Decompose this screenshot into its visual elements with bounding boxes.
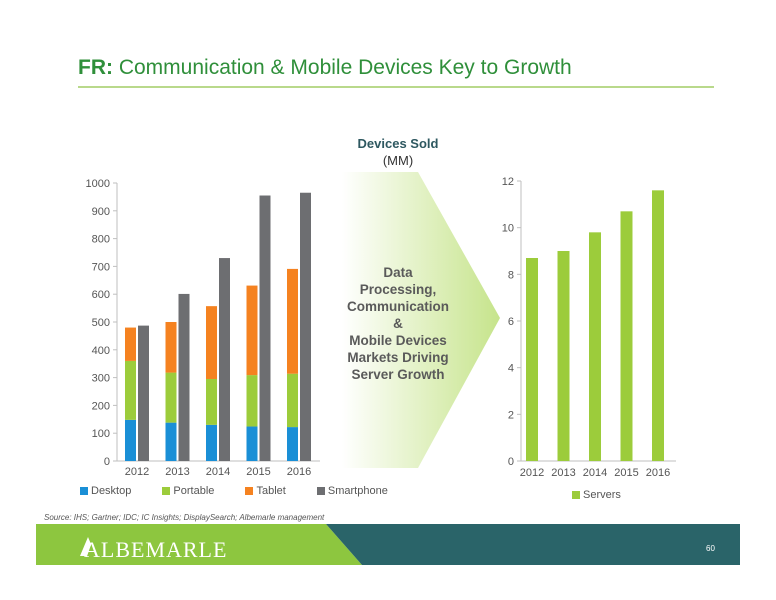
legend-label-smartphone: Smartphone: [327, 485, 388, 497]
y-tick-label: 1000: [86, 178, 110, 190]
y-tick-label: 8: [508, 269, 514, 281]
legend-portable: Portable: [162, 485, 214, 497]
legend-label-servers: Servers: [583, 489, 621, 501]
y-tick-label: 6: [508, 316, 514, 328]
legend-swatch-smartphone: [316, 487, 325, 496]
bar-smartphone-2014: [219, 258, 230, 461]
subhead-title: Devices Sold: [357, 136, 439, 151]
y-tick-label: 10: [502, 223, 514, 235]
legend-label-portable: Portable: [173, 485, 215, 497]
servers-chart: 0 2 4 6 8 10 12 2012 2013 2014 2015 2016: [502, 176, 676, 479]
footer-green-band: [36, 524, 362, 565]
legend-smartphone: Smartphone: [316, 485, 388, 497]
bar-servers-2012: [526, 258, 538, 461]
legend-tablet: Tablet: [245, 485, 286, 497]
x-tick-label: 2013: [551, 467, 575, 479]
legend-swatch-tablet: [245, 487, 254, 496]
albemarle-logo-text: ALBEMARLE: [84, 537, 228, 562]
legend-desktop: Desktop: [80, 485, 131, 497]
devices-sold-chart: 0 100 200 300 400 500 600 700 800 900 1000 2012 2013…: [86, 178, 320, 478]
bar-tablet-2014: [206, 306, 217, 379]
bar-desktop-2014: [206, 424, 217, 461]
x-tick-label: 2013: [165, 466, 189, 478]
legend-label-desktop: Desktop: [91, 485, 132, 497]
bar-desktop-2015: [246, 426, 258, 461]
bar-desktop-2012: [125, 419, 136, 461]
bar-tablet-2013: [165, 322, 177, 373]
bar-portable-2016: [287, 373, 298, 428]
bar-desktop-2016: [287, 427, 298, 461]
legend-swatch-desktop: [80, 487, 88, 496]
legend-label-tablet: Tablet: [256, 485, 286, 497]
y-tick-label: 0: [104, 456, 110, 468]
legend-servers: Servers: [572, 489, 621, 501]
title-text: Communication & Mobile Devices Key to Gr…: [113, 56, 572, 79]
source-note: Source: IHS; Gartner; IDC; IC Insights; …: [44, 513, 325, 522]
x-tick-label: 2014: [206, 466, 230, 478]
y-tick-label: 900: [92, 206, 110, 218]
bar-smartphone-2013: [178, 293, 190, 461]
bar-servers-2016: [652, 190, 664, 462]
devices-legend: Desktop Portable Tablet Smartphone: [80, 485, 398, 497]
servers-legend: Servers: [572, 489, 631, 501]
y-tick-label: 800: [92, 234, 110, 246]
bar-portable-2015: [246, 375, 258, 427]
page-number: 60: [706, 544, 715, 553]
bar-tablet-2016: [287, 268, 298, 374]
legend-swatch-portable: [162, 487, 171, 496]
x-tick-label: 2016: [646, 467, 670, 479]
x-tick-label: 2015: [246, 466, 270, 478]
y-tick-label: 100: [92, 428, 110, 440]
subhead-unit: (MM): [382, 153, 414, 168]
bar-tablet-2015: [246, 285, 258, 376]
bar-portable-2014: [206, 378, 217, 425]
x-tick-label: 2014: [583, 467, 607, 479]
bar-servers-2014: [589, 232, 601, 461]
x-tick-label: 2012: [125, 466, 149, 478]
page-title: FR: Communication & Mobile Devices Key t…: [78, 56, 572, 80]
footer-teal-band: [326, 524, 740, 565]
bar-portable-2013: [165, 372, 177, 423]
bar-desktop-2013: [165, 422, 177, 461]
y-tick-label: 400: [92, 345, 110, 357]
x-tick-label: 2015: [614, 467, 638, 479]
chart-subheading: Devices Sold (MM): [338, 135, 458, 169]
growth-arrow-shape: [342, 172, 500, 468]
y-tick-label: 2: [508, 409, 514, 421]
y-tick-label: 12: [502, 176, 514, 188]
growth-arrow-text: Data Processing, Communication & Mobile …: [346, 265, 449, 382]
x-tick-label: 2012: [520, 467, 544, 479]
bar-smartphone-2016: [300, 192, 311, 462]
bar-portable-2012: [125, 360, 136, 420]
legend-swatch-servers: [572, 491, 580, 500]
bar-tablet-2012: [125, 327, 136, 361]
albemarle-logo-mark: [80, 537, 98, 556]
bar-servers-2013: [557, 251, 570, 461]
bar-smartphone-2012: [138, 325, 149, 461]
y-tick-label: 0: [508, 456, 514, 468]
y-tick-label: 500: [92, 317, 110, 329]
y-tick-label: 200: [92, 400, 110, 412]
bar-smartphone-2015: [259, 195, 271, 461]
title-prefix: FR:: [78, 56, 113, 79]
y-tick-label: 600: [92, 289, 110, 301]
y-tick-label: 300: [92, 373, 110, 385]
bar-servers-2015: [620, 211, 633, 461]
title-divider: [78, 86, 714, 88]
y-tick-label: 700: [92, 261, 110, 273]
x-tick-label: 2016: [287, 466, 311, 478]
y-tick-label: 4: [508, 363, 514, 375]
